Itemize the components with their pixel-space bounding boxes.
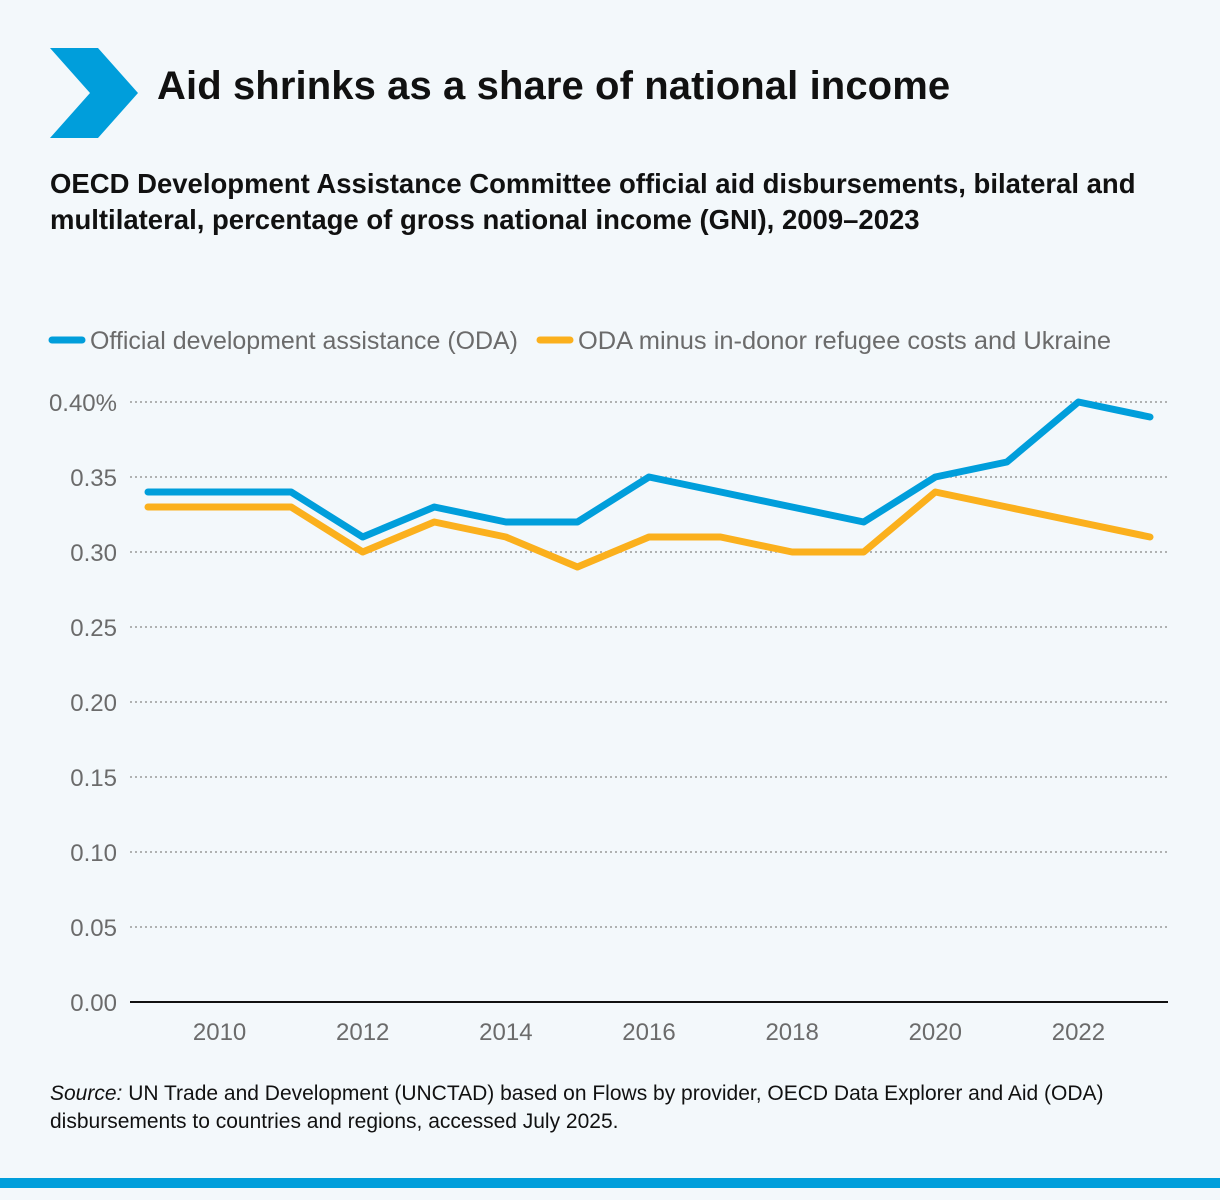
y-tick-label: 0.30 (70, 540, 117, 567)
x-tick-label: 2020 (909, 1019, 962, 1046)
legend-label: ODA minus in-donor refugee costs and Ukr… (578, 327, 1111, 355)
y-tick-label: 0.10 (70, 840, 117, 867)
legend-label: Official development assistance (ODA) (90, 327, 518, 355)
unctad-chevron-logo (50, 48, 138, 138)
x-tick-label: 2014 (479, 1019, 532, 1046)
source-label: Source: (50, 1082, 123, 1105)
x-axis: 2010 2012 2014 2016 2018 2020 2022 (130, 1001, 1168, 1046)
y-tick-label: 0.20 (70, 690, 117, 717)
y-tick-label: 0.40% (49, 390, 117, 417)
series-line (144, 398, 1154, 541)
chart-subtitle: OECD Development Assistance Committee of… (50, 168, 1136, 235)
series-lines (144, 398, 1154, 571)
y-tick-label: 0.00 (70, 990, 117, 1017)
y-tick-label: 0.25 (70, 615, 117, 642)
grid-lines (130, 401, 1168, 928)
x-tick-label: 2012 (336, 1019, 389, 1046)
y-tick-label: 0.05 (70, 915, 117, 942)
legend: Official development assistance (ODA) ODA… (48, 327, 1111, 355)
source-text: UN Trade and Development (UNCTAD) based … (50, 1082, 1104, 1133)
y-tick-label: 0.15 (70, 765, 117, 792)
legend-item: ODA minus in-donor refugee costs and Ukr… (536, 327, 1111, 355)
x-tick-label: 2016 (622, 1019, 675, 1046)
source-note: Source: UN Trade and Development (UNCTAD… (50, 1080, 1180, 1136)
y-axis-ticks: 0.00 0.05 0.10 0.15 0.20 0.25 0.30 0.35 0.40% (49, 390, 117, 1017)
y-tick-label: 0.35 (70, 465, 117, 492)
series-line (144, 488, 1154, 571)
bottom-accent-bar (0, 1178, 1220, 1188)
legend-item: Official development assistance (ODA) (48, 327, 518, 355)
x-tick-label: 2010 (193, 1019, 246, 1046)
x-tick-label: 2022 (1052, 1019, 1105, 1046)
line-chart: Official development assistance (ODA) ODA… (48, 327, 1168, 1046)
x-tick-label: 2018 (765, 1019, 818, 1046)
chart-title: Aid shrinks as a share of national incom… (157, 64, 951, 108)
